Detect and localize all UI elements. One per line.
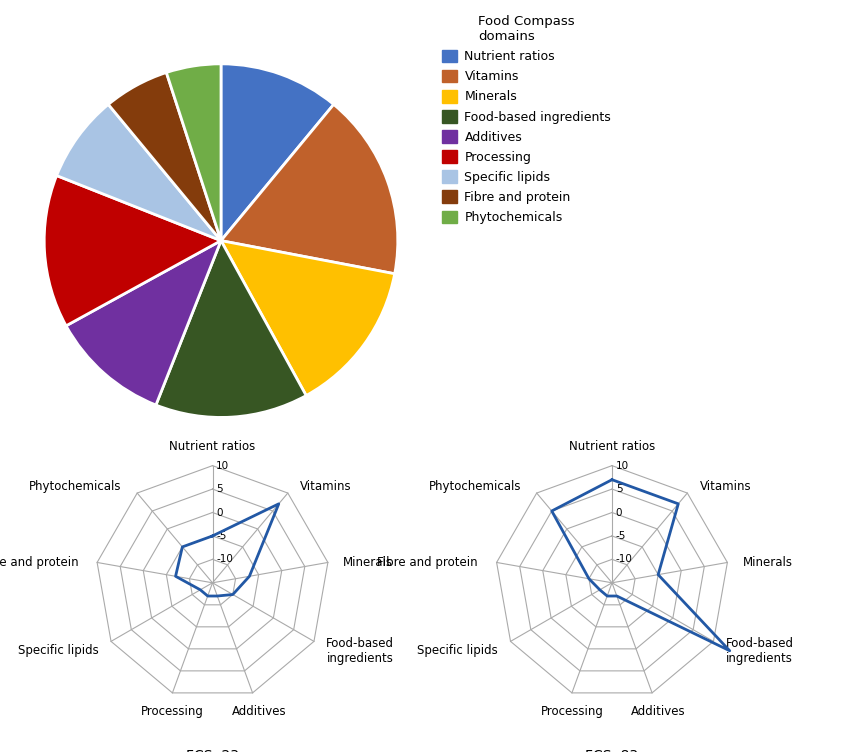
Text: Specific lipids: Specific lipids [18,644,99,657]
Text: FCS: 23: FCS: 23 [186,749,239,752]
Text: Additives: Additives [231,705,286,718]
Text: Processing: Processing [541,705,604,718]
Text: Minerals: Minerals [743,556,793,569]
Wedge shape [221,64,334,241]
Text: -5: -5 [216,531,227,541]
Text: -5: -5 [615,531,626,541]
Text: Minerals: Minerals [343,556,394,569]
Legend: Nutrient ratios, Vitamins, Minerals, Food-based ingredients, Additives, Processi: Nutrient ratios, Vitamins, Minerals, Foo… [442,15,611,224]
Text: Vitamins: Vitamins [700,481,751,493]
Text: 5: 5 [615,484,622,494]
Text: Additives: Additives [631,705,686,718]
Text: 10: 10 [615,461,629,471]
Text: Phytochemicals: Phytochemicals [29,481,122,493]
Text: 10: 10 [216,461,230,471]
Text: Vitamins: Vitamins [300,481,352,493]
Text: -10: -10 [615,554,632,564]
Text: -10: -10 [216,554,233,564]
Text: Specific lipids: Specific lipids [417,644,498,657]
Text: Fibre and protein: Fibre and protein [0,556,78,569]
Text: FCS: 83: FCS: 83 [586,749,638,752]
Wedge shape [57,105,221,241]
Text: Nutrient ratios: Nutrient ratios [169,441,256,453]
Wedge shape [167,64,221,241]
Text: 0: 0 [216,508,223,517]
Text: Phytochemicals: Phytochemicals [428,481,521,493]
Text: Fibre and protein: Fibre and protein [377,556,478,569]
Wedge shape [66,241,221,405]
Wedge shape [221,105,398,274]
Text: 0: 0 [615,508,622,517]
Text: Food-based
ingredients: Food-based ingredients [726,637,794,665]
Text: 5: 5 [216,484,223,494]
Text: Processing: Processing [141,705,204,718]
Wedge shape [108,72,221,241]
Wedge shape [221,241,394,396]
Text: Nutrient ratios: Nutrient ratios [569,441,655,453]
Wedge shape [44,175,221,326]
Wedge shape [156,241,306,417]
Text: Food-based
ingredients: Food-based ingredients [326,637,394,665]
